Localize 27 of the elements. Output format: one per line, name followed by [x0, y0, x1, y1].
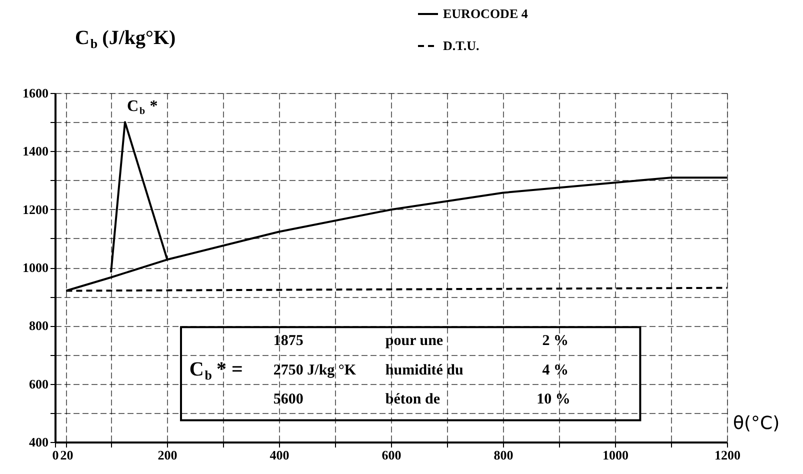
- x-tick-label: 600: [382, 448, 402, 462]
- y-tick-label: 1000: [22, 260, 48, 275]
- x-tick-label: 800: [494, 448, 514, 462]
- x-axis-title: θ(°C): [733, 413, 780, 434]
- annotation: 1875: [273, 333, 304, 350]
- annotation: 2750 J/kg °K: [273, 362, 356, 378]
- x-tick-label: 400: [270, 448, 290, 462]
- x-tick-label: 1000: [602, 448, 628, 462]
- y-tick-label: 1200: [22, 202, 48, 217]
- x-tick-label: 200: [158, 448, 178, 462]
- x-tick-label: 20: [60, 448, 74, 462]
- annotation: 5600: [273, 391, 304, 408]
- y-tick-label: 400: [29, 434, 48, 450]
- y-tick-label: 600: [29, 376, 48, 392]
- x-tick-label: 0: [52, 448, 59, 462]
- annotation: 10 %: [536, 391, 570, 408]
- y-tick-label: 800: [29, 318, 48, 334]
- annotation: pour une: [385, 333, 444, 350]
- y-tick-label: 1600: [22, 86, 48, 100]
- annotation: béton de: [385, 391, 440, 408]
- annotation: humidité du: [385, 362, 464, 378]
- x-tick-label: 1200: [714, 448, 740, 462]
- legend-label: EUROCODE 4: [443, 6, 528, 21]
- annotation: 4 %: [542, 362, 568, 378]
- y-tick-label: 1400: [22, 144, 48, 159]
- annotation: 2 %: [542, 333, 568, 350]
- legend-label: D.T.U.: [443, 38, 480, 53]
